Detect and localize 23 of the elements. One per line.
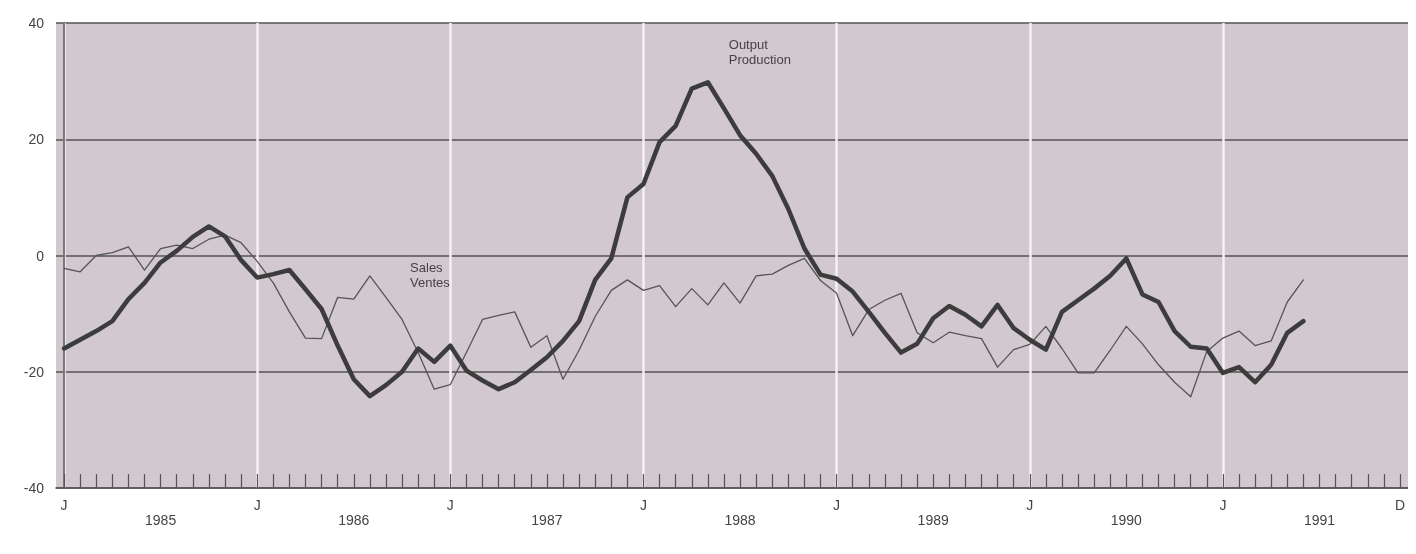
annotation: Output Production	[728, 37, 791, 68]
line-series	[61, 80, 1306, 399]
text: 1988	[724, 512, 756, 528]
x-tick-label: J	[253, 497, 261, 513]
x-tick-label: D	[1394, 497, 1406, 513]
text: 1990	[1110, 512, 1143, 528]
y-tick-label: -40	[23, 480, 45, 496]
y-tick-label: -20	[23, 363, 45, 380]
text: 1987	[531, 512, 563, 528]
x-tick-label: J	[1026, 497, 1034, 513]
text: 1991	[1303, 512, 1336, 528]
y-tick-label: 20	[28, 131, 45, 148]
text: 1986	[338, 512, 370, 528]
text: 1985	[145, 512, 177, 528]
y-tick-label: 0	[36, 247, 45, 264]
text: 1989	[917, 512, 949, 528]
y-tick-label: 40	[28, 15, 45, 31]
x-tick-label: J	[60, 497, 68, 513]
x-tick-label: J	[833, 497, 841, 513]
annotation: Sales Ventes	[410, 259, 451, 290]
x-tick-label: J	[446, 497, 454, 513]
x-tick-label: J	[1219, 497, 1227, 513]
x-tick-label: J	[639, 497, 647, 513]
